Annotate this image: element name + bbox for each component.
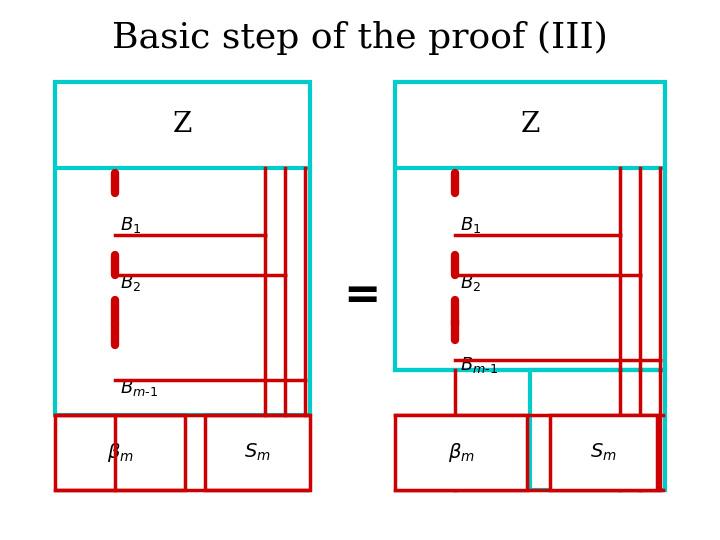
Text: Z: Z <box>521 111 540 138</box>
Text: =: = <box>343 273 381 316</box>
Text: $\beta_m$: $\beta_m$ <box>107 441 133 464</box>
Text: $B_2$: $B_2$ <box>460 273 481 293</box>
Text: $B_1$: $B_1$ <box>460 215 481 235</box>
Text: $B_2$: $B_2$ <box>120 273 141 293</box>
Text: $B_{m\text{-}1}$: $B_{m\text{-}1}$ <box>120 378 158 398</box>
Bar <box>395 415 527 490</box>
Bar <box>205 415 310 490</box>
Bar <box>395 82 665 370</box>
Text: Basic step of the proof (III): Basic step of the proof (III) <box>112 21 608 55</box>
Text: $B_{m\text{-}1}$: $B_{m\text{-}1}$ <box>460 355 498 375</box>
Text: $B_1$: $B_1$ <box>120 215 141 235</box>
Bar <box>55 415 185 490</box>
Text: $S_m$: $S_m$ <box>244 442 271 463</box>
Text: $S_m$: $S_m$ <box>590 442 617 463</box>
Text: Z: Z <box>173 111 192 138</box>
Bar <box>550 415 657 490</box>
Bar <box>530 370 665 490</box>
Bar <box>55 82 310 415</box>
Text: $\beta_m$: $\beta_m$ <box>448 441 474 464</box>
